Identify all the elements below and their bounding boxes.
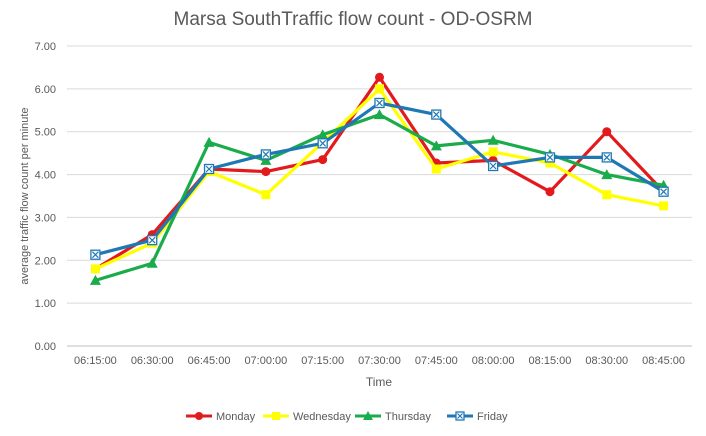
x-tick-label: 07:15:00 bbox=[301, 355, 344, 367]
point-monday bbox=[545, 187, 555, 197]
x-tick-label: 07:45:00 bbox=[415, 355, 458, 367]
point-monday bbox=[318, 155, 328, 165]
y-tick-label: 1.00 bbox=[35, 298, 56, 310]
x-tick-label: 08:15:00 bbox=[529, 355, 572, 367]
point-wednesday bbox=[602, 190, 612, 200]
y-axis-title: average traffic flow count per minute bbox=[19, 107, 31, 284]
point-thursday bbox=[374, 109, 385, 120]
x-tick-label: 07:30:00 bbox=[358, 355, 401, 367]
legend-item-friday: Friday bbox=[447, 411, 508, 423]
point-thursday bbox=[430, 140, 442, 151]
y-tick-label: 7.00 bbox=[35, 41, 56, 53]
point-monday bbox=[375, 72, 384, 82]
marker-cross bbox=[376, 99, 383, 107]
legend-label: Thursday bbox=[385, 411, 431, 423]
point-friday bbox=[147, 234, 158, 246]
point-thursday bbox=[601, 169, 613, 180]
point-monday bbox=[261, 167, 271, 177]
marker-cross bbox=[148, 236, 156, 244]
legend-marker bbox=[363, 411, 373, 420]
point-wednesday bbox=[90, 264, 100, 274]
point-wednesday bbox=[375, 84, 384, 94]
legend-marker bbox=[195, 412, 203, 420]
point-thursday bbox=[89, 274, 101, 285]
marker-cross bbox=[457, 413, 463, 419]
y-tick-label: 4.00 bbox=[35, 170, 56, 182]
marker-cross bbox=[489, 162, 497, 170]
marker-cross bbox=[432, 111, 440, 118]
point-wednesday bbox=[659, 201, 669, 211]
legend: Monday Wednesday Thursday Friday bbox=[186, 411, 508, 423]
x-tick-label: 07:00:00 bbox=[244, 355, 287, 367]
marker-cross bbox=[319, 139, 327, 147]
y-tick-label: 6.00 bbox=[35, 84, 56, 96]
point-friday bbox=[658, 186, 669, 197]
x-tick-label: 08:00:00 bbox=[472, 355, 515, 367]
point-thursday bbox=[146, 257, 158, 268]
point-wednesday bbox=[431, 164, 441, 174]
y-tick-labels: 0.00 1.00 2.00 3.00 4.00 5.00 6.00 7.00 bbox=[35, 41, 56, 353]
marker-cross bbox=[546, 154, 554, 161]
legend-marker bbox=[272, 412, 280, 420]
point-friday bbox=[544, 152, 556, 163]
point-wednesday bbox=[545, 158, 555, 168]
legend-label: Wednesday bbox=[293, 411, 351, 423]
legend-label: Friday bbox=[477, 411, 508, 423]
point-friday bbox=[431, 109, 442, 120]
y-tick-label: 0.00 bbox=[35, 341, 56, 353]
x-axis-title: Time bbox=[366, 375, 393, 389]
x-tick-label: 08:45:00 bbox=[642, 355, 685, 367]
y-tick-label: 3.00 bbox=[35, 212, 56, 224]
series-lines bbox=[89, 72, 670, 285]
gridlines bbox=[67, 45, 692, 347]
point-friday bbox=[203, 163, 215, 175]
point-friday bbox=[317, 138, 328, 149]
x-tick-label: 06:15:00 bbox=[74, 355, 117, 367]
x-tick-labels: 06:15:00 06:30:00 06:45:00 07:00:00 07:15:00… bbox=[74, 355, 685, 367]
line-thursday bbox=[93, 112, 666, 282]
y-tick-label: 5.00 bbox=[35, 127, 56, 139]
point-wednesday bbox=[488, 147, 498, 157]
chart-title: Marsa SouthTraffic flow count - OD-OSRM bbox=[173, 9, 533, 30]
x-tick-label: 08:30:00 bbox=[585, 355, 628, 367]
point-thursday bbox=[317, 129, 329, 140]
point-thursday bbox=[487, 134, 499, 145]
legend-item-monday: Monday bbox=[186, 411, 256, 423]
point-friday bbox=[260, 149, 272, 160]
point-friday bbox=[487, 160, 499, 172]
point-friday bbox=[601, 152, 612, 163]
point-thursday bbox=[260, 154, 272, 165]
point-wednesday bbox=[261, 190, 271, 200]
legend-item-thursday: Thursday bbox=[355, 411, 431, 423]
marker-cross bbox=[262, 151, 270, 158]
x-tick-label: 06:45:00 bbox=[188, 355, 231, 367]
legend-label: Monday bbox=[216, 411, 256, 423]
legend-item-wednesday: Wednesday bbox=[263, 411, 351, 423]
marker-cross bbox=[91, 251, 99, 259]
marker-cross bbox=[603, 154, 611, 161]
point-monday bbox=[602, 127, 612, 137]
series-thursday bbox=[89, 109, 670, 285]
marker-cross bbox=[660, 188, 668, 196]
series-friday bbox=[90, 97, 669, 260]
legend-marker bbox=[455, 411, 465, 421]
marker-cross bbox=[205, 165, 213, 173]
x-tick-label: 06:30:00 bbox=[131, 355, 174, 367]
point-friday bbox=[374, 97, 385, 109]
point-friday bbox=[90, 249, 101, 260]
y-tick-label: 2.00 bbox=[35, 255, 56, 267]
point-thursday bbox=[203, 136, 215, 147]
